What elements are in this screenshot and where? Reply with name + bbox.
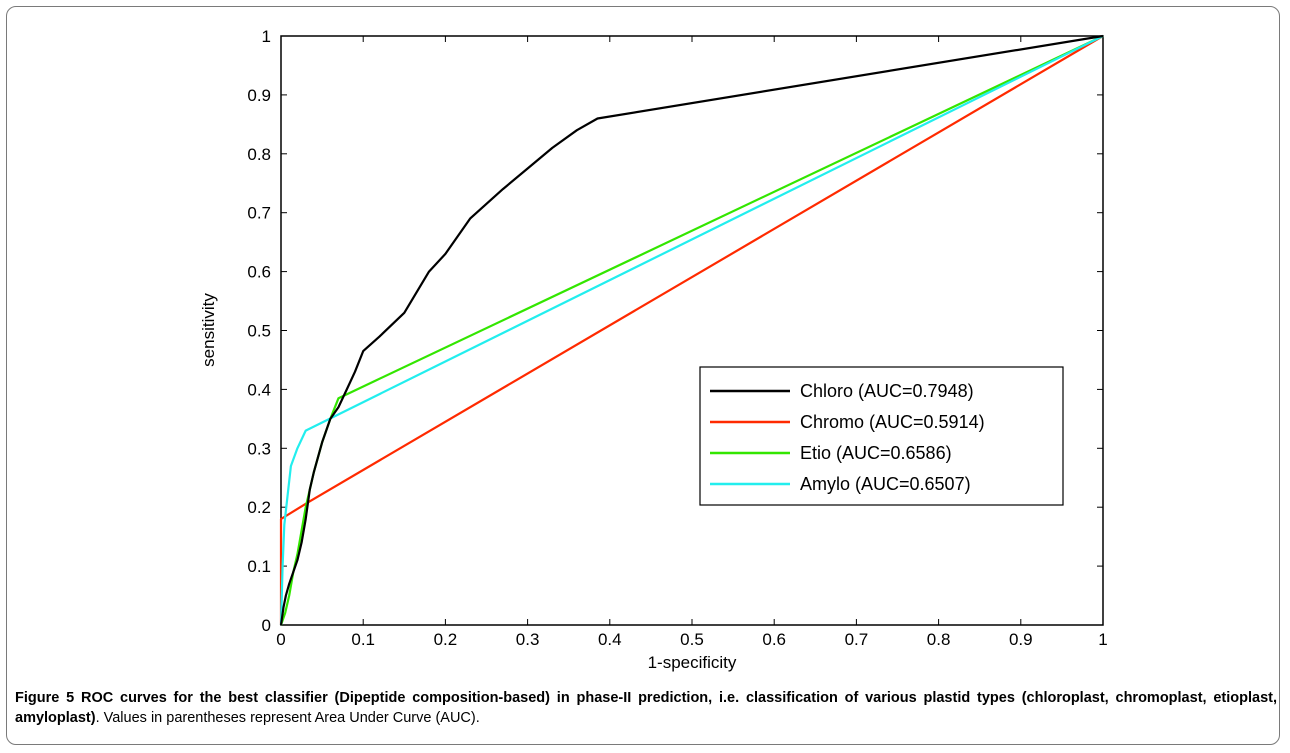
x-tick-label: 0.8 [927, 630, 951, 649]
y-tick-label: 0.2 [247, 498, 271, 517]
y-tick-label: 0.8 [247, 145, 271, 164]
x-tick-label: 0.5 [680, 630, 704, 649]
legend-entry-3: Amylo (AUC=0.6507) [800, 474, 971, 494]
caption-rest: . Values in parentheses represent Area U… [95, 710, 480, 726]
y-tick-label: 0.7 [247, 204, 271, 223]
x-tick-label: 0.9 [1009, 630, 1033, 649]
series-line-0 [279, 34, 1104, 626]
y-tick-label: 0.3 [247, 439, 271, 458]
y-tick-label: 0 [262, 616, 271, 635]
x-tick-label: 0.4 [598, 630, 622, 649]
series-line-3 [279, 35, 1104, 626]
roc-chart: 0 0.1 0.2 0.3 0.4 0.5 0.6 0.7 0.8 0.9 1 0 0.1 0.2 0.3 0… [199, 27, 1108, 672]
legend-entry-0: Chloro (AUC=0.7948) [800, 381, 974, 401]
x-tick-label: 0.7 [845, 630, 869, 649]
legend: Chloro (AUC=0.7948) Chromo (AUC=0.5914) Et… [699, 366, 1064, 506]
series-line-1 [279, 35, 1104, 625]
x-tick-label: 0.6 [762, 630, 786, 649]
x-tick-label: 0.3 [516, 630, 540, 649]
y-axis-title: sensitivity [199, 293, 218, 367]
legend-entry-1: Chromo (AUC=0.5914) [800, 412, 985, 432]
x-tick-label: 0.1 [351, 630, 375, 649]
y-tick-label: 0.6 [247, 263, 271, 282]
y-tick-label: 0.9 [247, 86, 271, 105]
series-line-2 [279, 35, 1104, 626]
axis-ticks: 0 0.1 0.2 0.3 0.4 0.5 0.6 0.7 0.8 0.9 1 0 0.1 0.2 0.3 0… [247, 27, 1107, 649]
y-tick-label: 1 [262, 27, 271, 46]
y-tick-label: 0.1 [247, 557, 271, 576]
y-tick-label: 0.5 [247, 322, 271, 341]
x-tick-label: 1 [1098, 630, 1107, 649]
figure-caption: Figure 5 ROC curves for the best classif… [15, 688, 1277, 728]
x-tick-label: 0.2 [434, 630, 458, 649]
y-tick-label: 0.4 [247, 380, 271, 399]
x-axis-title: 1-specificity [648, 653, 737, 672]
series-lines [279, 34, 1104, 626]
legend-entry-2: Etio (AUC=0.6586) [800, 443, 952, 463]
plot-area [280, 35, 1104, 626]
caption-lead: Figure 5 ROC curves for the best classif… [15, 690, 1277, 726]
x-tick-label: 0 [276, 630, 285, 649]
